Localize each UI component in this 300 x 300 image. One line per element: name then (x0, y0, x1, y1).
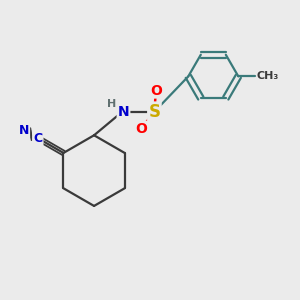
Text: N: N (19, 124, 29, 136)
Text: O: O (150, 83, 162, 98)
Text: C: C (33, 132, 43, 145)
Text: O: O (135, 122, 147, 136)
Text: H: H (106, 99, 116, 110)
Text: CH₃: CH₃ (256, 71, 279, 81)
Text: S: S (148, 103, 160, 121)
Text: N: N (118, 105, 129, 119)
